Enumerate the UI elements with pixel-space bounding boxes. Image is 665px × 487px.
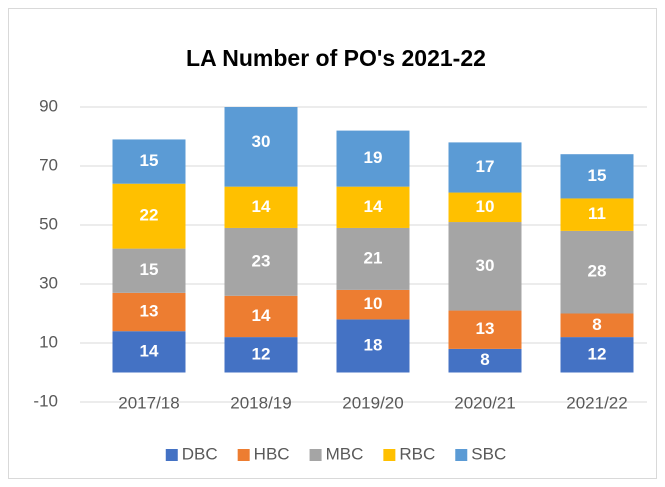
x-tick-label: 2018/19 [230,393,291,412]
legend-label: HBC [254,444,290,463]
data-label: 14 [252,306,271,325]
data-label: 22 [140,206,159,225]
bar-segment [112,183,186,249]
data-label: 10 [476,197,495,216]
bar-segment [112,139,186,184]
data-label: 10 [364,294,383,313]
bar-segment [224,107,298,187]
data-label: 12 [588,344,607,363]
bar-segment [224,186,298,228]
bar-segment [112,331,186,373]
legend-swatch [237,449,250,461]
data-label: 17 [476,157,495,176]
bar-segment [336,227,410,290]
legend-label: SBC [471,444,506,463]
legend-swatch [165,449,178,461]
data-label: 14 [252,197,271,216]
bar-segment [560,154,634,199]
data-label: 14 [140,341,159,360]
data-label: 12 [252,344,271,363]
bar-segment [560,313,634,338]
legend-label: RBC [399,444,435,463]
bar-segment [224,295,298,338]
data-label: 13 [476,319,495,338]
data-label: 11 [588,204,606,223]
bar-segment [448,222,522,311]
y-tick-label: 70 [39,155,58,174]
data-label: 30 [476,256,495,275]
bar-segment [112,248,186,293]
x-tick-label: 2021/22 [566,393,627,412]
data-label: 8 [480,350,489,369]
x-tick-label: 2019/20 [342,393,403,412]
data-label: 8 [592,315,601,334]
y-tick-label: -10 [33,391,58,410]
bar-segment [336,130,410,187]
y-tick-label: 10 [39,332,58,351]
legend-label: MBC [326,444,364,463]
data-label: 14 [364,197,383,216]
bar-segment [448,348,522,373]
bar-segment [560,198,634,231]
bar-segment [224,227,298,296]
y-tick-label: 50 [39,214,58,233]
bar-segment [448,192,522,223]
legend-swatch [309,449,322,461]
data-label: 15 [588,166,607,185]
data-label: 15 [140,260,159,279]
data-label: 23 [252,251,271,270]
bar-segment [112,292,186,332]
data-label: 15 [140,151,159,170]
bar-segment [336,186,410,228]
data-label: 30 [252,132,271,151]
y-tick-label: 90 [39,96,58,115]
data-label: 21 [364,248,383,267]
x-tick-label: 2017/18 [118,393,179,412]
x-tick-label: 2020/21 [454,393,515,412]
chart-title: LA Number of PO's 2021-22 [186,45,486,71]
legend-label: DBC [182,444,218,463]
bar-segment [336,319,410,373]
bar-segment [336,289,410,320]
data-label: 19 [364,148,383,167]
data-label: 28 [588,262,607,281]
chart-border [8,8,657,479]
bar-segment [560,337,634,373]
legend-swatch [383,449,396,461]
bar-segment [560,230,634,314]
bar-segment [448,142,522,193]
data-label: 13 [140,302,159,321]
y-tick-label: 30 [39,273,58,292]
data-label: 18 [364,335,383,354]
legend-swatch [455,449,468,461]
bar-segment [448,310,522,349]
bar-segment [224,337,298,373]
